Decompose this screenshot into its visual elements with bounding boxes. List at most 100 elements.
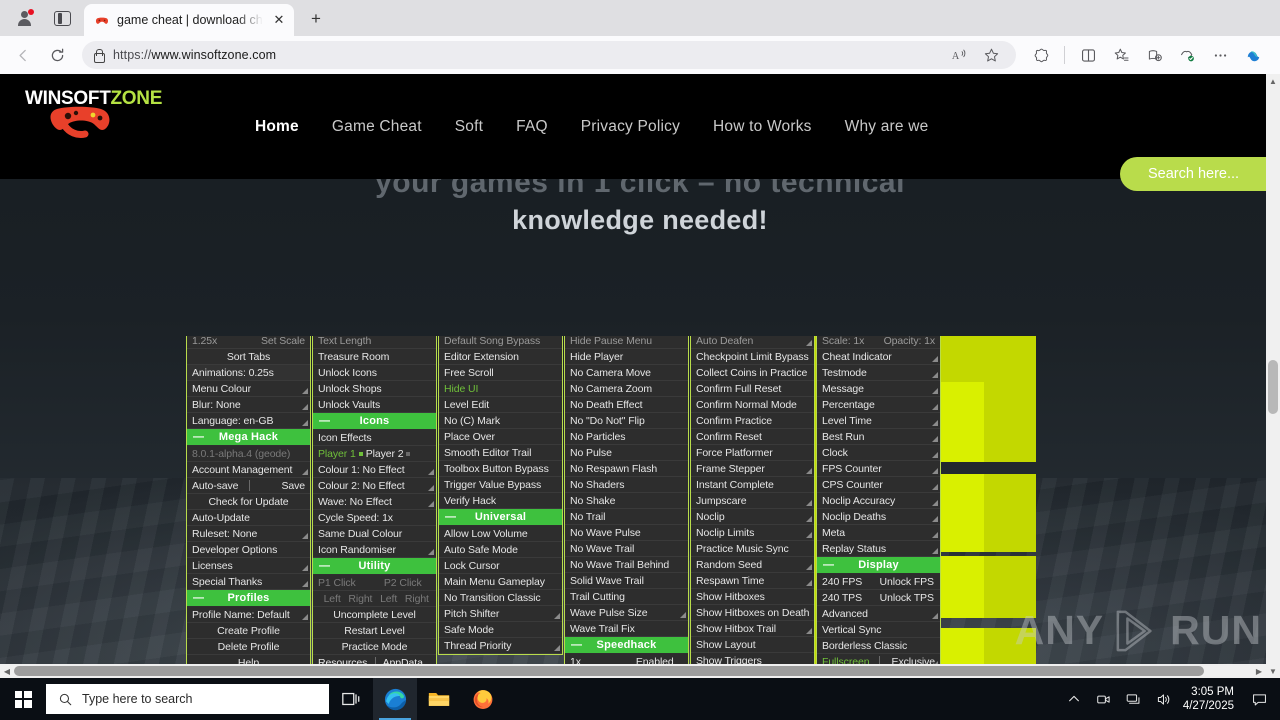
collapse-icon[interactable]: —: [445, 511, 457, 523]
menu-item[interactable]: No Pulse: [565, 445, 688, 461]
menu-item[interactable]: No Camera Move: [565, 365, 688, 381]
menu-item[interactable]: Practice Mode: [313, 639, 436, 655]
menu-item[interactable]: Main Menu Gameplay: [439, 574, 562, 590]
expand-arrow-icon[interactable]: [806, 516, 812, 522]
menu-item[interactable]: Trigger Value Bypass: [439, 477, 562, 493]
menu-item[interactable]: No Shaders: [565, 477, 688, 493]
expand-arrow-icon[interactable]: [428, 485, 434, 491]
menu-item[interactable]: Random Seed: [691, 557, 814, 573]
menu-item[interactable]: Percentage: [817, 397, 940, 413]
menu-item[interactable]: Noclip: [691, 509, 814, 525]
collapse-icon[interactable]: —: [193, 431, 205, 443]
copilot-icon[interactable]: [1238, 40, 1268, 70]
expand-arrow-icon[interactable]: [806, 500, 812, 506]
menu-item[interactable]: Icon Effects: [313, 430, 436, 446]
expand-arrow-icon[interactable]: [302, 581, 308, 587]
menu-item[interactable]: Text Length: [313, 336, 436, 349]
menu-item-label[interactable]: 1x: [570, 656, 581, 668]
menu-item[interactable]: Menu Colour: [187, 381, 310, 397]
menu-item[interactable]: Cheat Indicator: [817, 349, 940, 365]
section-header[interactable]: — Utility: [313, 558, 436, 575]
player-2-option[interactable]: Player 2: [365, 448, 404, 460]
menu-item[interactable]: No (C) Mark: [439, 413, 562, 429]
nav-item-how-to-works[interactable]: How to Works: [713, 117, 812, 135]
expand-arrow-icon[interactable]: [932, 404, 938, 410]
nav-item-faq[interactable]: FAQ: [516, 117, 548, 135]
favorite-star-icon[interactable]: [976, 40, 1006, 70]
menu-item[interactable]: Auto Safe Mode: [439, 542, 562, 558]
browser-health-icon[interactable]: [1172, 40, 1202, 70]
menu-item-label[interactable]: P1 Click: [318, 577, 356, 589]
menu-item[interactable]: Developer Options: [187, 542, 310, 558]
menu-item[interactable]: Blur: None: [187, 397, 310, 413]
tab-actions-button[interactable]: [46, 4, 78, 32]
menu-item[interactable]: Practice Music Sync: [691, 541, 814, 557]
menu-item[interactable]: Wave Trail Fix: [565, 621, 688, 637]
nav-item-privacy-policy[interactable]: Privacy Policy: [580, 117, 681, 135]
menu-row-pair[interactable]: P1 Click P2 Click: [313, 575, 436, 591]
menu-item[interactable]: Wave Pulse Size: [565, 605, 688, 621]
menu-item-label[interactable]: 1.25x: [192, 336, 218, 347]
menu-item[interactable]: Unlock Shops: [313, 381, 436, 397]
expand-arrow-icon[interactable]: [428, 501, 434, 507]
menu-item[interactable]: No Trail: [565, 509, 688, 525]
section-header[interactable]: — Mega Hack: [187, 429, 310, 446]
menu-item[interactable]: Hide Pause Menu: [565, 336, 688, 349]
browser-essentials-icon[interactable]: [1026, 40, 1056, 70]
menu-item[interactable]: Message: [817, 381, 940, 397]
expand-arrow-icon[interactable]: [932, 500, 938, 506]
expand-arrow-icon[interactable]: [932, 436, 938, 442]
menu-item-value[interactable]: Set Scale: [260, 336, 305, 347]
nav-item-game-cheat[interactable]: Game Cheat: [331, 117, 422, 135]
menu-item[interactable]: Unlock Vaults: [313, 397, 436, 413]
menu-item[interactable]: Same Dual Colour: [313, 526, 436, 542]
expand-arrow-icon[interactable]: [302, 565, 308, 571]
expand-arrow-icon[interactable]: [806, 564, 812, 570]
expand-arrow-icon[interactable]: [428, 469, 434, 475]
col-editor[interactable]: Default Song Bypass Editor Extension Free …: [438, 336, 563, 655]
volume-icon[interactable]: [1149, 678, 1179, 720]
menu-item[interactable]: No Particles: [565, 429, 688, 445]
player-1-option[interactable]: Player 1: [318, 448, 356, 460]
nav-item-home[interactable]: Home: [255, 117, 299, 135]
menu-item[interactable]: Icon Randomiser: [313, 542, 436, 558]
section-header[interactable]: — Speedhack: [565, 637, 688, 654]
menu-item[interactable]: Trail Cutting: [565, 589, 688, 605]
expand-arrow-icon[interactable]: [302, 614, 308, 620]
menu-item-label[interactable]: Auto-save: [192, 480, 239, 492]
menu-item[interactable]: No "Do Not" Flip: [565, 413, 688, 429]
menu-row-pair[interactable]: 240 FPS Unlock FPS: [817, 574, 940, 590]
menu-item[interactable]: Frame Stepper: [691, 461, 814, 477]
search-input[interactable]: Search here...: [1120, 157, 1280, 191]
menu-item[interactable]: Colour 1: No Effect: [313, 462, 436, 478]
menu-item[interactable]: No Shake: [565, 493, 688, 509]
menu-item[interactable]: Ruleset: None: [187, 526, 310, 542]
menu-item[interactable]: Show Hitbox Trail: [691, 621, 814, 637]
col-display[interactable]: Scale: 1x Opacity: 1x Cheat Indicator Testm…: [816, 336, 941, 671]
read-aloud-icon[interactable]: A: [944, 40, 974, 70]
expand-arrow-icon[interactable]: [932, 420, 938, 426]
expand-arrow-icon[interactable]: [302, 533, 308, 539]
back-arrow-icon[interactable]: [8, 40, 38, 70]
menu-item[interactable]: No Wave Trail: [565, 541, 688, 557]
menu-item[interactable]: Advanced: [817, 606, 940, 622]
menu-row-pair[interactable]: Auto-save Save: [187, 478, 310, 494]
file-explorer-icon[interactable]: [417, 678, 461, 720]
expand-arrow-icon[interactable]: [932, 532, 938, 538]
menu-item[interactable]: Confirm Reset: [691, 429, 814, 445]
new-tab-button[interactable]: +: [311, 9, 321, 28]
menu-item[interactable]: No Wave Pulse: [565, 525, 688, 541]
expand-arrow-icon[interactable]: [302, 388, 308, 394]
menu-item[interactable]: Best Run: [817, 429, 940, 445]
player-toggle-row[interactable]: Player 1 Player 2: [313, 446, 436, 462]
col-bypass[interactable]: Auto Deafen Checkpoint Limit Bypass Collec…: [690, 336, 815, 678]
expand-arrow-icon[interactable]: [932, 548, 938, 554]
expand-arrow-icon[interactable]: [932, 613, 938, 619]
favorites-bar-icon[interactable]: [1106, 40, 1136, 70]
profile-button[interactable]: [8, 4, 40, 32]
menu-item[interactable]: Clock: [817, 445, 940, 461]
menu-item[interactable]: Solid Wave Trail: [565, 573, 688, 589]
menu-item[interactable]: Animations: 0.25s: [187, 365, 310, 381]
collapse-icon[interactable]: —: [319, 415, 331, 427]
expand-arrow-icon[interactable]: [932, 516, 938, 522]
